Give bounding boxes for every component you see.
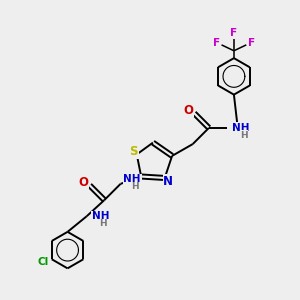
Text: NH: NH [232,123,250,133]
Text: F: F [230,28,238,38]
Text: O: O [183,104,193,117]
Text: Cl: Cl [38,257,49,267]
Text: H: H [240,131,248,140]
Text: N: N [163,175,173,188]
Text: H: H [99,219,107,228]
Text: H: H [131,182,139,191]
Text: F: F [248,38,255,48]
Text: F: F [213,38,220,48]
Text: O: O [79,176,89,189]
Text: S: S [130,145,138,158]
Text: NH: NH [124,174,141,184]
Text: NH: NH [92,211,110,221]
